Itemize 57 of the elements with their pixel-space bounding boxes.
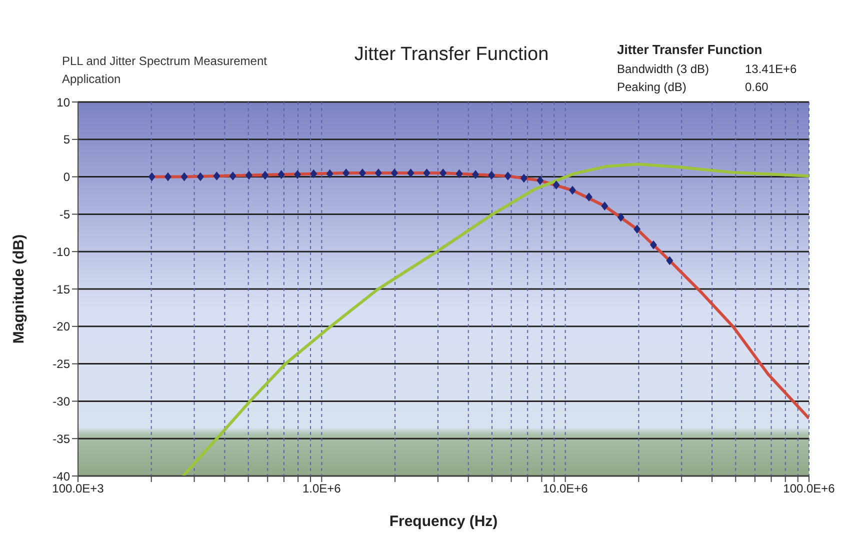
y-tick-label: -15 — [52, 282, 70, 296]
point — [196, 172, 204, 182]
point — [472, 170, 480, 180]
point — [294, 170, 302, 180]
x-tick-label: 100.0E+3 — [52, 482, 104, 496]
point — [278, 170, 285, 180]
y-tick-label: -10 — [52, 244, 70, 259]
point — [229, 172, 236, 181]
text: Jitter Transfer Function — [617, 42, 764, 57]
y-tick-label: 10 — [56, 95, 70, 110]
text: 13.41E+6 — [745, 61, 797, 78]
point — [213, 172, 220, 181]
point — [423, 168, 430, 178]
text: 0.60 — [745, 79, 768, 96]
point — [650, 240, 657, 250]
point — [358, 168, 366, 178]
point — [310, 169, 318, 178]
point — [634, 224, 641, 234]
point — [617, 212, 624, 222]
y-tick-label: 5 — [63, 132, 70, 147]
x-tick-label: 1.0E+6 — [302, 482, 342, 496]
point — [585, 192, 592, 202]
point — [390, 168, 398, 178]
y-tick-label: -5 — [59, 207, 70, 222]
point — [342, 168, 350, 178]
point — [520, 174, 528, 183]
point — [456, 169, 463, 178]
point — [536, 176, 544, 186]
chart-title: Jitter Transfer Function — [354, 44, 549, 65]
point — [148, 172, 156, 182]
point — [666, 256, 674, 266]
point — [552, 180, 560, 190]
x-tick-label: 10.0E+6 — [542, 482, 588, 496]
y-tick-label: -20 — [52, 320, 70, 334]
point — [374, 168, 382, 178]
point — [245, 170, 252, 180]
y-tick-label: 0 — [63, 170, 70, 184]
x-tick-label: 100.0E+6 — [783, 482, 836, 496]
x-axis-title: Frequency (Hz) — [389, 513, 498, 530]
y-tick-label: -35 — [52, 432, 70, 446]
text: Peaking (dB) — [617, 79, 688, 96]
point — [440, 168, 447, 178]
point — [568, 186, 576, 195]
text: PLL and Jitter Spectrum Measurement Application — [62, 53, 268, 88]
y-axis-title: Magnitude (dB) — [10, 234, 28, 344]
point — [164, 172, 172, 182]
y-tick-label: -25 — [52, 357, 70, 372]
point — [488, 170, 496, 180]
point — [504, 172, 512, 181]
point — [326, 169, 334, 178]
point — [601, 201, 608, 210]
y-tick-label: -40 — [52, 469, 70, 484]
point — [407, 168, 414, 178]
point — [180, 172, 188, 182]
text: Bandwidth (3 dB) — [617, 61, 710, 78]
y-tick-label: -30 — [52, 394, 70, 408]
point — [262, 170, 269, 180]
